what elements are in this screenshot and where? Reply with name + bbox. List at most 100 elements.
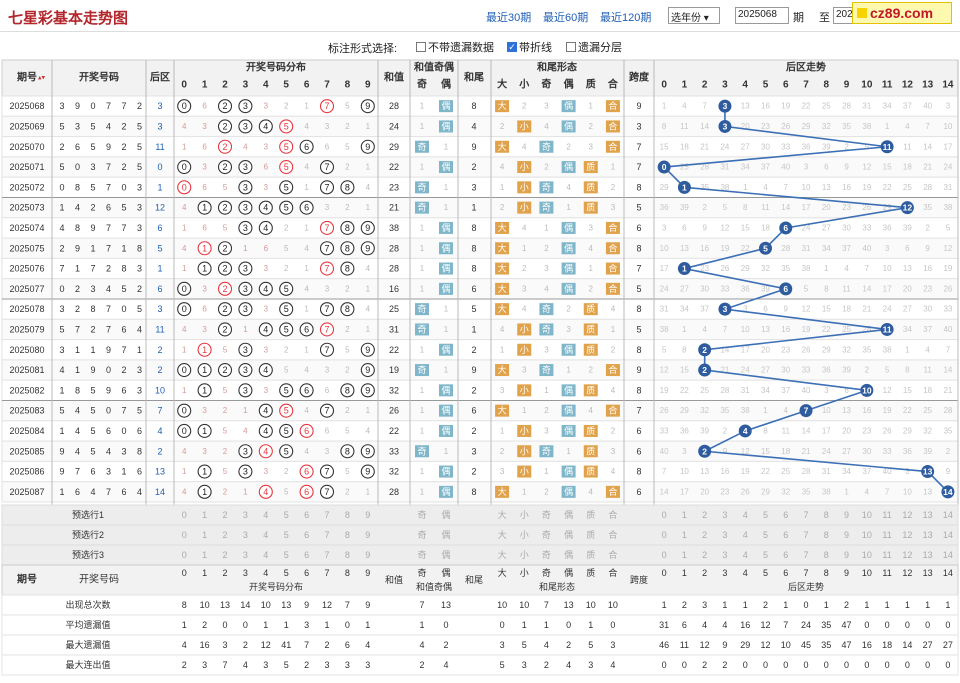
dist-hit-ball bbox=[238, 362, 253, 378]
year-select[interactable]: 选年份 ▾ bbox=[668, 7, 720, 24]
oe-tag bbox=[439, 343, 453, 356]
stats-form-value: 2 bbox=[566, 640, 571, 650]
dist-hit-number: 3 bbox=[243, 101, 248, 111]
trend-omission: 9 bbox=[702, 223, 707, 232]
stats-label: 平均遗漏值 bbox=[65, 619, 110, 630]
issue-header: 期号 bbox=[17, 71, 37, 84]
winning-digit: 7 bbox=[59, 264, 64, 274]
span-cell: 7 bbox=[636, 142, 641, 152]
dist-hit-number: 1 bbox=[202, 264, 207, 274]
back-cell: 1 bbox=[157, 182, 162, 192]
stats-form-value: 3 bbox=[522, 660, 527, 670]
form-tag bbox=[583, 343, 598, 356]
trend-omission: 30 bbox=[862, 447, 871, 456]
oe-tag bbox=[439, 282, 453, 295]
dist-hit-number: 2 bbox=[222, 304, 227, 314]
dist-hit-ball bbox=[299, 484, 314, 499]
form-omission: 4 bbox=[500, 163, 505, 172]
form-tag-text: 偶 bbox=[564, 283, 573, 294]
predict-trend: 5 bbox=[763, 550, 768, 560]
form-tag-text: 偶 bbox=[564, 242, 573, 253]
dist-omission: 4 bbox=[182, 325, 187, 334]
trend-omission: 30 bbox=[842, 223, 851, 232]
form-omission: 4 bbox=[589, 487, 594, 496]
stats-even-value: 0 bbox=[443, 620, 448, 630]
stats-trend-value: 2 bbox=[844, 600, 849, 610]
trend-omission: 20 bbox=[741, 122, 750, 131]
from-issue-input[interactable]: 2025068 bbox=[735, 7, 789, 24]
form-tag bbox=[583, 181, 598, 194]
form-tag-text: 大 bbox=[498, 141, 507, 152]
option-polyline[interactable]: ✓ 带折线 bbox=[507, 39, 552, 55]
predict-trend: 13 bbox=[923, 550, 933, 560]
dist-hit-ball bbox=[177, 362, 192, 378]
dist-hit-ball bbox=[258, 220, 273, 235]
trend-ball bbox=[677, 262, 691, 276]
oe-tag bbox=[439, 485, 453, 498]
range-60-link[interactable]: 最近60期 bbox=[543, 12, 589, 24]
trend-omission: 10 bbox=[741, 325, 750, 334]
dist-hit-ball bbox=[238, 464, 253, 479]
dist-hit-ball bbox=[197, 362, 212, 378]
checkbox-icon[interactable] bbox=[566, 42, 576, 52]
form-omission: 2 bbox=[522, 102, 527, 111]
trend-omission: 19 bbox=[720, 244, 729, 253]
dist-hit-ball bbox=[238, 200, 253, 215]
winning-digit: 5 bbox=[90, 446, 95, 456]
form-col-header: 质 bbox=[586, 78, 596, 91]
table-row bbox=[1, 278, 959, 300]
range-120-link[interactable]: 最近120期 bbox=[600, 12, 652, 24]
tail-cell: 8 bbox=[471, 243, 476, 253]
form-tag-text: 奇 bbox=[542, 141, 551, 152]
trend-omission: 10 bbox=[802, 183, 811, 192]
table-row bbox=[1, 237, 959, 259]
option-no-omission[interactable]: 不带遗漏数据 bbox=[416, 39, 494, 55]
dist-omission: 5 bbox=[284, 244, 289, 253]
dist-hit-number: 8 bbox=[345, 243, 350, 253]
winning-digit: 4 bbox=[75, 406, 80, 416]
trend-omission: 37 bbox=[923, 325, 932, 334]
form-header: 和尾形态 bbox=[536, 61, 577, 74]
dist-omission: 6 bbox=[325, 426, 330, 435]
back-cell: 2 bbox=[157, 365, 162, 375]
dist-omission: 3 bbox=[325, 203, 330, 212]
dist-omission: 2 bbox=[345, 122, 350, 131]
dist-hit-ball bbox=[279, 322, 294, 337]
dist-hit-number: 5 bbox=[284, 203, 289, 213]
trend-omission: 26 bbox=[741, 487, 750, 496]
checkbox-icon[interactable] bbox=[416, 42, 426, 52]
winning-digit: 8 bbox=[75, 385, 80, 395]
dist-omission: 2 bbox=[345, 406, 350, 415]
tail-cell: 2 bbox=[471, 345, 476, 355]
predict-form: 偶 bbox=[564, 529, 573, 540]
option-layer[interactable]: 遗漏分层 bbox=[566, 39, 622, 55]
dist-hit-ball bbox=[217, 241, 233, 256]
trend-omission: 40 bbox=[923, 102, 932, 111]
oe-tag-text: 偶 bbox=[441, 283, 450, 294]
trend-omission: 13 bbox=[822, 183, 831, 192]
stats-trend-value: 0 bbox=[844, 660, 849, 670]
dist-hit-ball bbox=[217, 139, 233, 154]
predict-digit: 0 bbox=[182, 530, 187, 540]
trend-omission: 1 bbox=[662, 102, 667, 111]
winning-digit: 2 bbox=[121, 142, 126, 152]
dist-hit-number: 4 bbox=[263, 426, 268, 436]
trend-omission: 23 bbox=[923, 284, 932, 293]
trend-col-header: 7 bbox=[803, 80, 809, 91]
dist-hit-number: 4 bbox=[263, 223, 268, 233]
checkbox-checked-icon[interactable]: ✓ bbox=[507, 42, 517, 52]
dist-col-header: 4 bbox=[263, 80, 269, 91]
predict-digit: 5 bbox=[284, 530, 289, 540]
oe-omission: 1 bbox=[420, 284, 425, 293]
form-tag-text: 质 bbox=[586, 303, 595, 314]
sum-header: 和值 bbox=[383, 71, 404, 84]
form-omission: 2 bbox=[544, 163, 549, 172]
dist-hit-ball bbox=[340, 383, 355, 398]
trend-omission: 36 bbox=[741, 284, 750, 293]
trend-omission: 3 bbox=[946, 102, 951, 111]
winning-digit: 4 bbox=[90, 487, 95, 497]
dist-hit-number: 4 bbox=[263, 446, 268, 456]
range-30-link[interactable]: 最近30期 bbox=[486, 12, 532, 24]
stats-trend-value: 24 bbox=[801, 620, 811, 630]
dist-hit-ball bbox=[319, 302, 335, 317]
